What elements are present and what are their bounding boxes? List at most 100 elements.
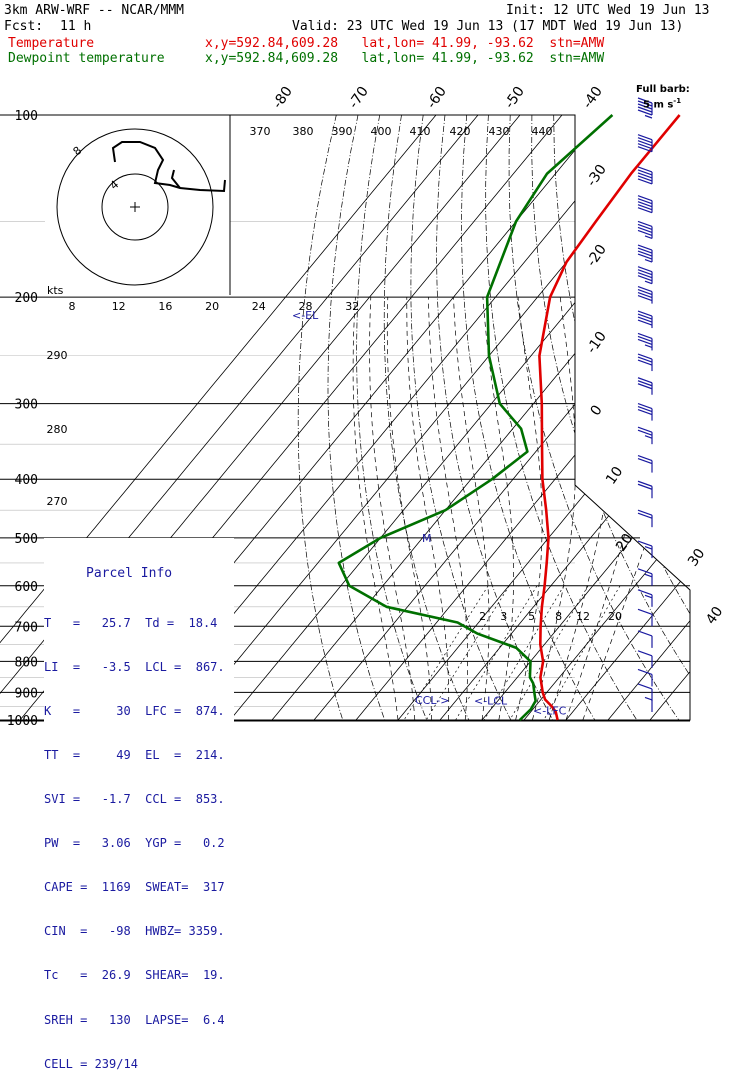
mixing-ratio-line	[403, 585, 489, 720]
forecast-hour: 11 h	[60, 19, 92, 34]
wind-barb	[637, 195, 653, 214]
pressure-label: 500	[15, 532, 38, 547]
temperature-line	[538, 114, 681, 721]
moist-adiabat	[582, 297, 690, 720]
hodograph-unit: kts	[47, 284, 64, 297]
moist-adiabat	[548, 297, 616, 720]
level-marker: M	[422, 532, 432, 545]
pressure-label: 300	[15, 398, 38, 413]
wind-barb	[637, 310, 653, 329]
wind-barb	[637, 332, 653, 351]
dry-adiabat	[728, 115, 740, 720]
wind-barb	[637, 668, 653, 687]
wind-barb	[637, 403, 653, 421]
mixing-ratio-label: 12	[576, 610, 590, 623]
valid-time: Valid: 23 UTC Wed 19 Jun 13 (17 MDT Wed …	[292, 19, 684, 34]
moist-adiabat	[406, 297, 450, 720]
isotherm-label: 30	[685, 546, 708, 570]
dry-adiabat	[485, 115, 638, 720]
isotherm-label: -20	[584, 242, 610, 270]
isotherm-line	[523, 115, 690, 720]
hodograph-speed-label: 12	[112, 300, 126, 313]
theta-label: 270	[47, 495, 68, 508]
moist-adiabat	[369, 297, 416, 720]
hodograph-speed-label: 28	[299, 300, 313, 313]
hodograph-speed-label: 16	[158, 300, 172, 313]
parcel-row: SVI = -1.7 CCL = 853.	[44, 791, 225, 806]
moist-adiabat	[386, 297, 432, 720]
moist-adiabat	[428, 297, 468, 720]
dry-adiabat	[436, 115, 554, 720]
isotherm-label: 40	[703, 604, 726, 628]
mixing-ratio-label: 3	[500, 610, 507, 623]
dry-adiabat	[706, 115, 740, 720]
pressure-label: 200	[15, 291, 38, 306]
parcel-row: PW = 3.06 YGP = 0.2	[44, 836, 225, 851]
dry-adiabat	[297, 115, 344, 720]
isotherm-label: -40	[580, 84, 606, 112]
isotherm-label: -70	[346, 84, 372, 112]
isotherm-label: -30	[584, 162, 610, 190]
isotherm-line	[271, 115, 690, 720]
forecast-label: Fcst:	[4, 19, 44, 34]
barb-legend-title: Full barb:	[636, 84, 690, 95]
isotherm-label: 10	[603, 464, 626, 488]
parcel-row: Tc = 26.9 SHEAR= 19.	[44, 968, 225, 983]
legend-dewpoint: Dewpoint temperature	[8, 51, 165, 66]
hodograph-speed-label: 32	[345, 300, 359, 313]
mixing-ratio-line	[455, 585, 538, 720]
dry-adiabat	[508, 115, 680, 720]
moist-adiabat	[352, 297, 399, 720]
pressure-label: 700	[15, 620, 38, 635]
parcel-info-title: Parcel Info	[86, 566, 173, 582]
hodograph-trace	[170, 169, 181, 189]
wind-barbs	[637, 97, 653, 712]
pressure-label: 400	[15, 473, 38, 488]
moist-adiabat	[453, 297, 490, 720]
barb-legend-unit: 5 m s-1	[643, 97, 682, 111]
level-marker: <-LCL	[474, 695, 508, 708]
isotherm-line	[565, 115, 690, 720]
wind-barb	[637, 455, 653, 473]
theta-label: 370	[250, 125, 271, 138]
isotherm-label: 20	[613, 531, 636, 555]
dewpoint-location: x,y=592.84,609.28 lat,lon= 41.99, -93.62…	[205, 51, 605, 66]
theta-label: 400	[371, 125, 392, 138]
pressure-label: 100	[15, 109, 38, 124]
parcel-row: CIN = -98 HWBZ= 3359.	[44, 924, 225, 939]
mixing-ratio-label: 2	[479, 610, 486, 623]
pressure-label: 800	[15, 655, 38, 670]
parcel-row: K = 30 LFC = 874.	[44, 703, 225, 718]
dry-adiabat	[356, 115, 428, 720]
parcel-row: CELL = 239/14	[44, 1056, 138, 1071]
wind-barb	[637, 353, 653, 372]
hodograph-ring	[101, 173, 169, 241]
temperature-location: x,y=592.84,609.28 lat,lon= 41.99, -93.62…	[205, 36, 605, 51]
model-title: 3km ARW-WRF -- NCAR/MMM	[4, 3, 185, 18]
isotherm-line	[229, 115, 690, 720]
wind-barb	[637, 286, 653, 304]
parcel-row: T = 25.7 Td = 18.4	[44, 615, 218, 630]
theta-label: 280	[47, 423, 68, 436]
moist-adiabat	[482, 297, 514, 720]
hodograph-speed-label: 20	[205, 300, 219, 313]
mixing-ratio-line	[543, 585, 621, 720]
wind-barb	[637, 166, 653, 185]
parcel-row: SREH = 130 LAPSE= 6.4	[44, 1012, 225, 1027]
isotherm-line	[649, 115, 690, 720]
wind-barb	[637, 608, 653, 627]
hodograph-speed-label: 24	[252, 300, 266, 313]
level-marker: CCL->	[415, 694, 449, 707]
wind-barb	[637, 650, 653, 668]
dry-adiabats	[297, 115, 740, 720]
wind-barb	[637, 266, 653, 285]
theta-label: 420	[450, 125, 471, 138]
theta-label: 290	[47, 349, 68, 362]
parcel-row: LI = -3.5 LCL = 867.	[44, 659, 225, 674]
dry-adiabat	[410, 115, 512, 720]
parcel-row: CAPE = 1169 SWEAT= 317	[44, 880, 225, 895]
wind-barb	[637, 426, 653, 445]
mixing-ratio-line	[425, 585, 510, 720]
pressure-label: 900	[15, 686, 38, 701]
dry-adiabat	[618, 115, 690, 720]
